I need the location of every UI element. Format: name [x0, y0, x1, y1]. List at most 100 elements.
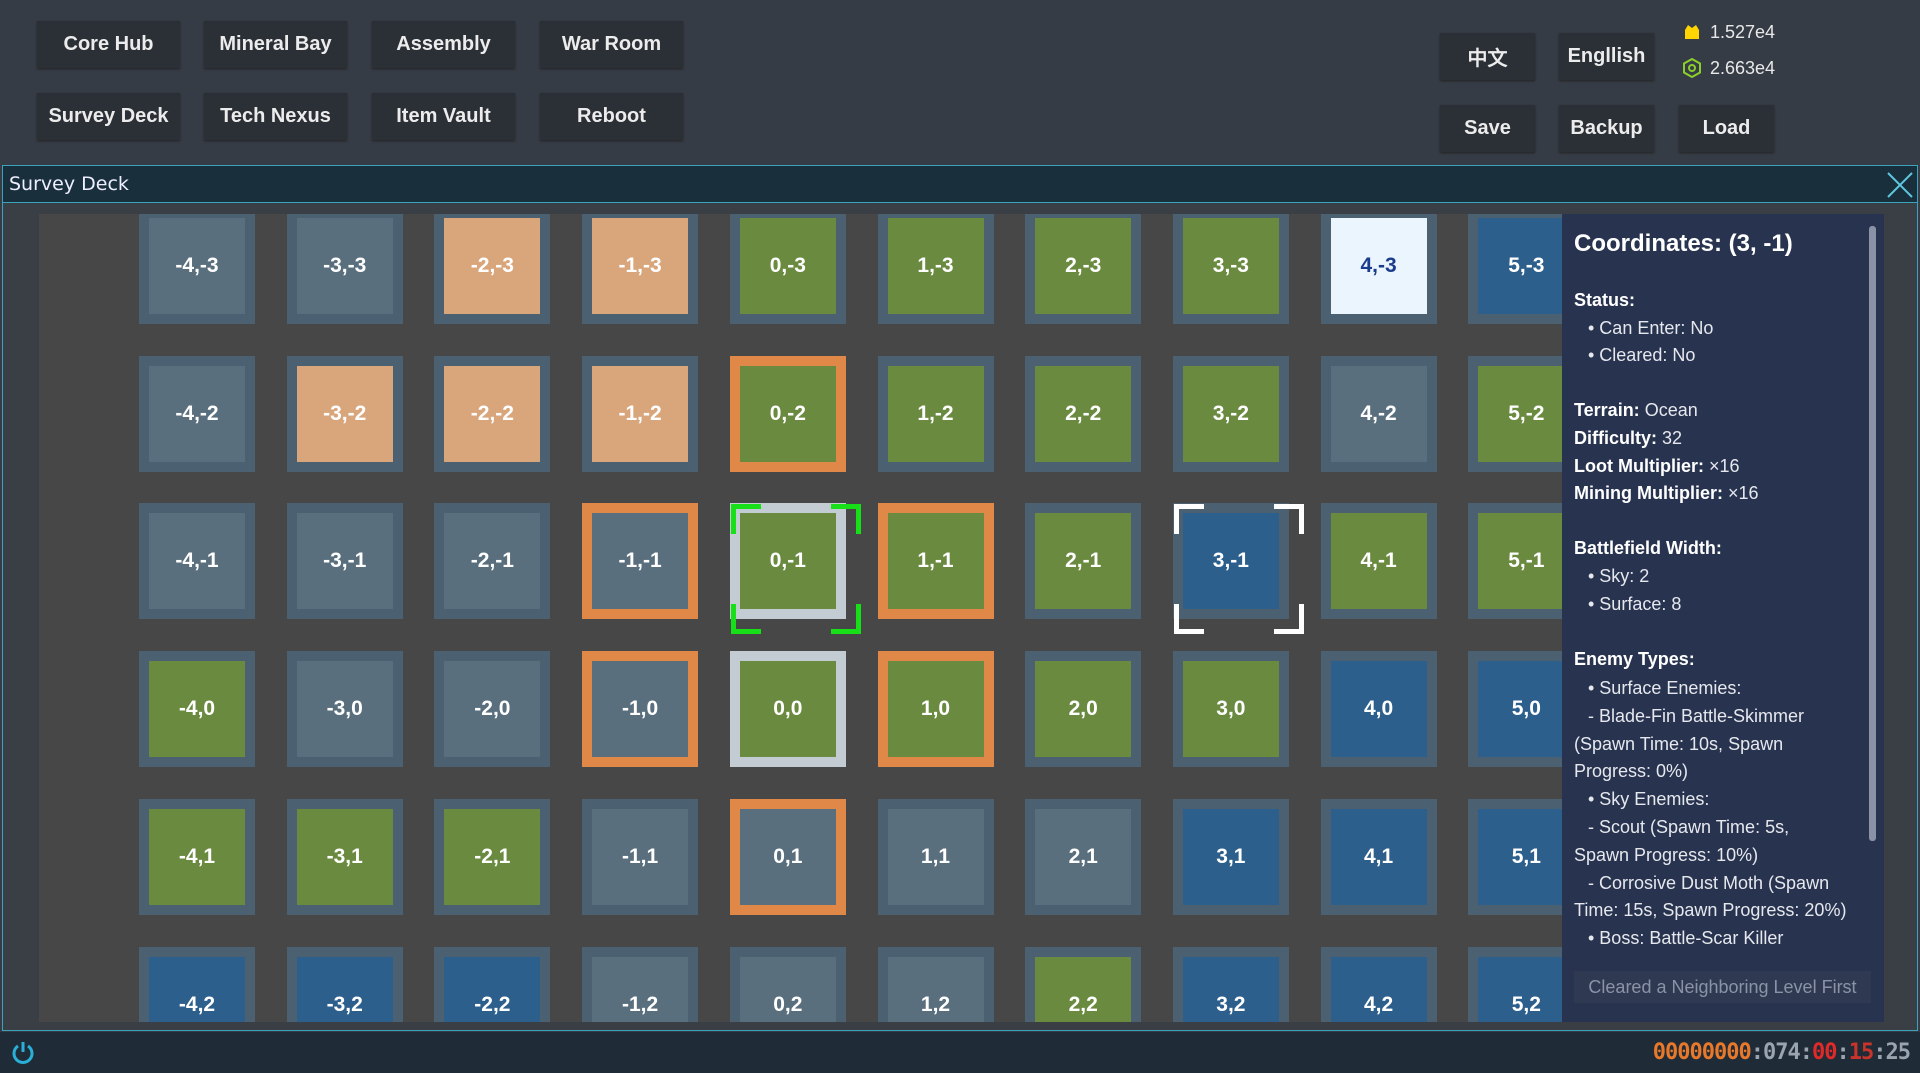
map-cell[interactable]: 4,-2 [1320, 355, 1437, 472]
cell-label: 5,-2 [1508, 401, 1545, 425]
map-cell[interactable]: 1,2 [877, 946, 994, 1022]
nav-button[interactable]: War Room [540, 21, 683, 68]
map-cell[interactable]: 1,-2 [877, 355, 994, 472]
map-cell[interactable]: 4,1 [1320, 798, 1437, 915]
map-cell[interactable]: 3,-3 [1172, 214, 1289, 324]
map-cell[interactable]: 0,2 [729, 946, 846, 1022]
cell-fill [739, 956, 836, 1022]
nav-button[interactable]: Item Vault [372, 93, 515, 140]
cell-fill [1478, 365, 1562, 462]
close-button[interactable] [1885, 170, 1915, 200]
detail-value: Spawn Progress: 10%) [1574, 844, 1759, 865]
load-button[interactable]: Load [1679, 105, 1774, 152]
map-cell[interactable]: -3,-1 [286, 503, 403, 620]
map-cell[interactable]: -3,-3 [286, 214, 403, 324]
detail-line: Status: [1574, 290, 1635, 311]
map-cell[interactable]: -2,1 [434, 798, 551, 915]
cell-fill [1330, 956, 1427, 1022]
language-button[interactable]: Engllish [1559, 33, 1654, 80]
map-cell[interactable]: -4,0 [139, 651, 255, 768]
backup-button[interactable]: Backup [1559, 105, 1654, 152]
map-cell[interactable]: -3,0 [286, 651, 403, 768]
map-cell[interactable]: -3,1 [286, 798, 403, 915]
map-cell[interactable]: -2,2 [434, 946, 551, 1022]
clock-part: : [1750, 1040, 1764, 1065]
map-cell[interactable]: -1,-3 [582, 214, 699, 324]
detail-line: Time: 15s, Spawn Progress: 20%) [1574, 900, 1846, 921]
map-cell[interactable]: -4,-2 [139, 355, 255, 472]
cell-label: 0,-2 [769, 401, 806, 425]
map-cell[interactable]: 5,1 [1468, 798, 1562, 915]
nav-button[interactable]: Core Hub [37, 21, 180, 68]
cell-label: 0,1 [773, 844, 803, 868]
nav-button[interactable]: Mineral Bay [204, 21, 347, 68]
map-cell[interactable]: 1,1 [877, 798, 994, 915]
map-cell[interactable]: 0,-3 [729, 214, 846, 324]
detail-value: - Scout (Spawn Time: 5s, [1588, 817, 1790, 837]
map-cell[interactable]: -3,-2 [286, 355, 403, 472]
map-cell[interactable]: 1,-3 [877, 214, 994, 324]
map-cell[interactable]: 2,-1 [1025, 503, 1142, 620]
map-cell[interactable]: -2,-1 [434, 503, 551, 620]
power-icon[interactable] [10, 1040, 36, 1066]
map-cell[interactable]: -1,2 [582, 946, 699, 1022]
map-cell[interactable]: -1,-1 [582, 503, 699, 620]
enter-button[interactable]: Cleared a Neighboring Level First [1574, 971, 1871, 1003]
cell-fill [739, 365, 836, 462]
map-cell[interactable]: 5,-2 [1468, 355, 1562, 472]
map-cell[interactable]: 3,1 [1172, 798, 1289, 915]
map-cell[interactable]: 4,-3 [1320, 214, 1437, 324]
cell-label: -3,-3 [323, 254, 367, 277]
map-cell[interactable]: -4,1 [139, 798, 255, 915]
nav-button[interactable]: Tech Nexus [204, 93, 347, 140]
language-button[interactable]: 中文 [1440, 33, 1535, 80]
map-cell[interactable]: 4,-1 [1320, 503, 1437, 620]
map-cell[interactable]: 2,0 [1025, 651, 1142, 768]
cell-label: 3,0 [1216, 697, 1246, 721]
map-cell[interactable]: 1,-1 [877, 503, 994, 620]
map-cell[interactable]: 0,1 [729, 798, 846, 915]
nav-button[interactable]: Survey Deck [37, 93, 180, 140]
map-cell[interactable]: 3,0 [1172, 651, 1289, 768]
map-cell[interactable]: 0,0 [729, 651, 846, 768]
map-cell[interactable]: -2,-2 [434, 355, 551, 472]
detail-label: Coordinates: (3, -1) [1574, 230, 1793, 257]
map-cell[interactable]: 2,-2 [1025, 355, 1142, 472]
cell-label: 2,2 [1068, 992, 1098, 1016]
status-bar: 00000000:074:00:15:25 [0, 1032, 1920, 1073]
map-cell[interactable]: -1,0 [582, 651, 699, 768]
map-cell[interactable]: 4,0 [1320, 651, 1437, 768]
map-cell[interactable]: 3,2 [1172, 946, 1289, 1022]
detail-line: • Sky Enemies: [1588, 789, 1709, 810]
map-cell[interactable]: -3,2 [286, 946, 403, 1022]
map-cell[interactable]: 4,2 [1320, 946, 1437, 1022]
map-cell[interactable]: 3,-2 [1172, 355, 1289, 472]
map-cell[interactable]: -2,0 [434, 651, 551, 768]
map-cell[interactable]: 5,-3 [1468, 214, 1562, 324]
map-cell[interactable]: -4,-3 [139, 214, 255, 324]
map-cell[interactable]: 2,2 [1025, 946, 1142, 1022]
window-title: Survey Deck [3, 166, 1917, 203]
nav-button[interactable]: Assembly [372, 21, 515, 68]
map-cell[interactable]: 1,0 [877, 651, 994, 768]
map-cell[interactable]: 2,1 [1025, 798, 1142, 915]
map-cell[interactable]: -1,1 [582, 798, 699, 915]
map-cell[interactable]: 0,-1 [729, 503, 846, 620]
map-cell[interactable]: -1,-2 [582, 355, 699, 472]
map-cell[interactable]: 5,0 [1468, 651, 1562, 768]
map-cell[interactable]: 2,-3 [1025, 214, 1142, 324]
map-cell[interactable]: -4,-1 [139, 503, 255, 620]
nav-button[interactable]: Reboot [540, 93, 683, 140]
cell-fill [739, 661, 836, 758]
map-cell[interactable]: 5,-1 [1468, 503, 1562, 620]
map-cell[interactable]: -2,-3 [434, 214, 551, 324]
map-cell[interactable]: 0,-2 [729, 355, 846, 472]
map-cell[interactable]: 3,-1 [1172, 503, 1289, 620]
scrollbar[interactable] [1869, 226, 1876, 841]
map-cell[interactable]: -4,2 [139, 946, 255, 1022]
cell-label: -4,-2 [175, 401, 219, 425]
detail-value: • Boss: Battle-Scar Killer [1588, 928, 1784, 944]
detail-label: Loot Multiplier: [1574, 456, 1704, 476]
save-button[interactable]: Save [1440, 105, 1535, 152]
map-cell[interactable]: 5,2 [1468, 946, 1562, 1022]
